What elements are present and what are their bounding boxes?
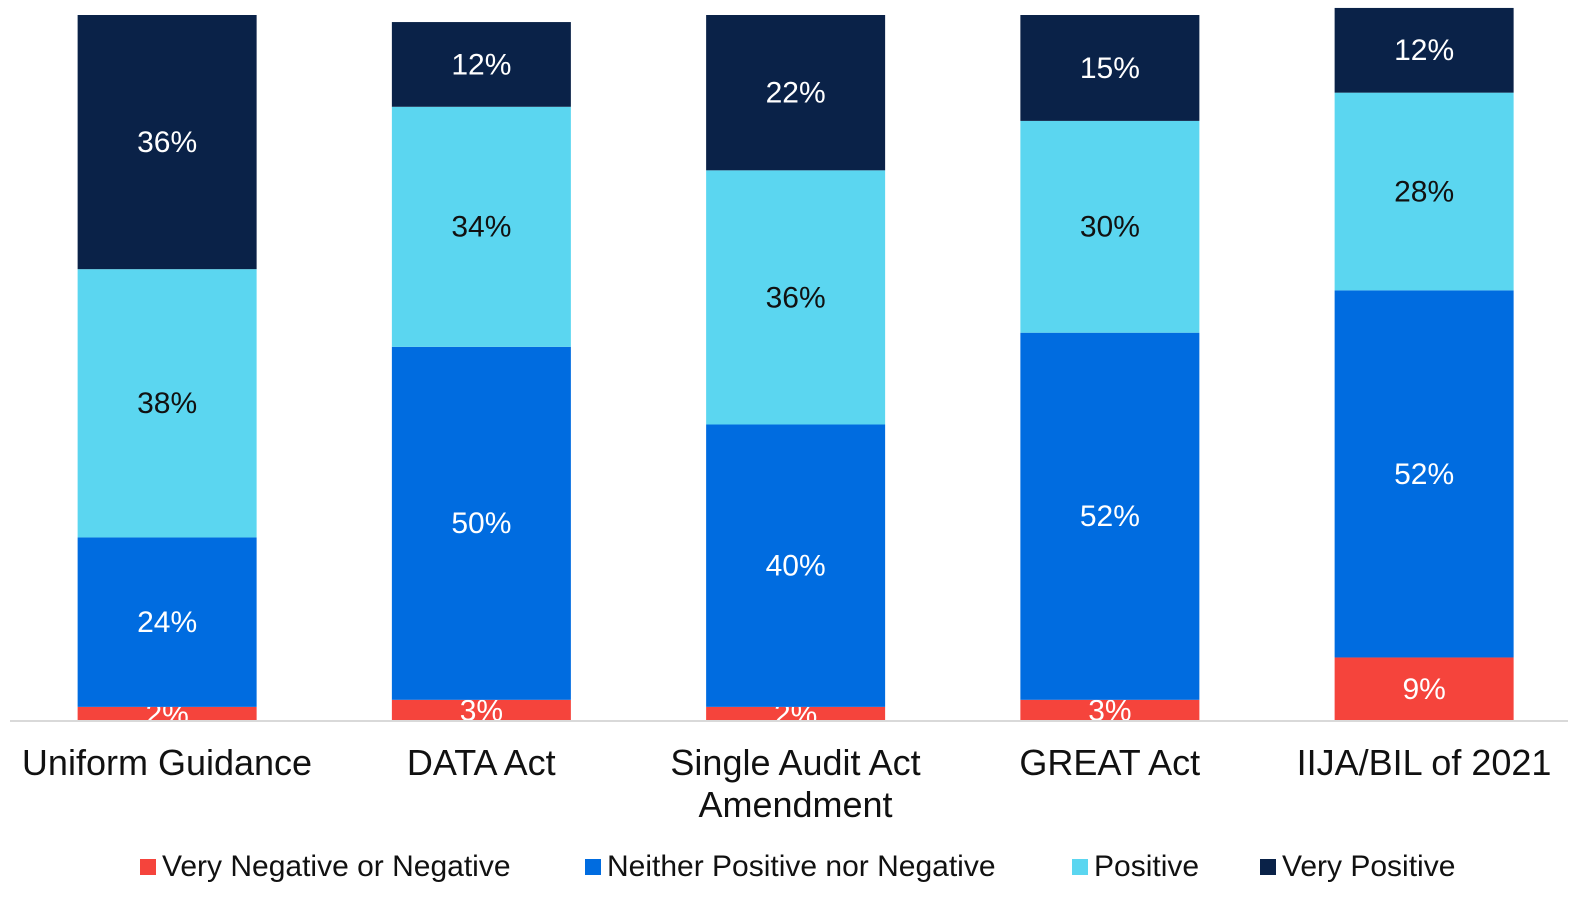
bar-segment: [1334, 92, 1514, 291]
bar-segment: [1020, 15, 1200, 121]
x-tick-label: Single Audit Act Amendment: [670, 742, 921, 825]
x-tick-label: Uniform Guidance: [21, 742, 313, 783]
legend-swatch: [1072, 859, 1088, 875]
bar-segment: [1334, 290, 1514, 658]
data-label: 9%: [1402, 673, 1445, 706]
data-label: 15%: [1080, 52, 1140, 85]
data-label: 52%: [1394, 458, 1454, 491]
data-label: 22%: [766, 77, 826, 110]
legend-label: Very Positive: [1282, 850, 1456, 883]
bar-segment: [391, 346, 571, 700]
bar-segment: [1020, 120, 1200, 333]
legend-swatch: [1260, 859, 1276, 875]
bar-segment: [77, 537, 257, 707]
bar-segment: [706, 424, 886, 707]
bar-segment: [1020, 332, 1200, 700]
clip-cover: [0, 722, 1595, 742]
data-label: 52%: [1080, 500, 1140, 533]
data-label: 40%: [766, 550, 826, 583]
bar-segment: [77, 269, 257, 538]
bar-segment: [391, 22, 571, 107]
data-label: 12%: [451, 48, 511, 81]
legend-label: Positive: [1094, 850, 1200, 883]
data-label: 36%: [766, 281, 826, 314]
bar-segment: [1334, 7, 1514, 93]
x-tick-label: DATA Act: [406, 742, 556, 783]
data-label: 24%: [137, 606, 197, 639]
bar-segment: [77, 706, 257, 721]
bar-segment: [706, 15, 886, 171]
bar-segment: [706, 170, 886, 425]
data-label: 36%: [137, 126, 197, 159]
data-label: 34%: [451, 211, 511, 244]
bar-segment: [706, 706, 886, 721]
legend-item: Neither Positive nor Negative: [585, 850, 996, 884]
data-label: 28%: [1394, 175, 1454, 208]
data-label: 38%: [137, 387, 197, 420]
data-label: 50%: [451, 507, 511, 540]
legend-item: Very Positive: [1260, 850, 1455, 884]
legend-label: Neither Positive nor Negative: [607, 850, 996, 883]
x-tick-label: IIJA/BIL of 2021: [1296, 742, 1552, 783]
x-tick-label: GREAT Act: [1019, 742, 1201, 783]
data-label: 30%: [1080, 211, 1140, 244]
legend-label: Very Negative or Negative: [162, 850, 511, 883]
bar-segment: [391, 106, 571, 347]
data-label: 12%: [1394, 34, 1454, 67]
bar-segment: [1020, 699, 1200, 721]
bar-segment: [77, 15, 257, 270]
legend-swatch: [585, 859, 601, 875]
legend-swatch: [140, 859, 156, 875]
legend-item: Very Negative or Negative: [140, 850, 511, 884]
bar-segment: [1334, 657, 1514, 721]
bar-segment: [391, 699, 571, 721]
legend-item: Positive: [1072, 850, 1199, 884]
